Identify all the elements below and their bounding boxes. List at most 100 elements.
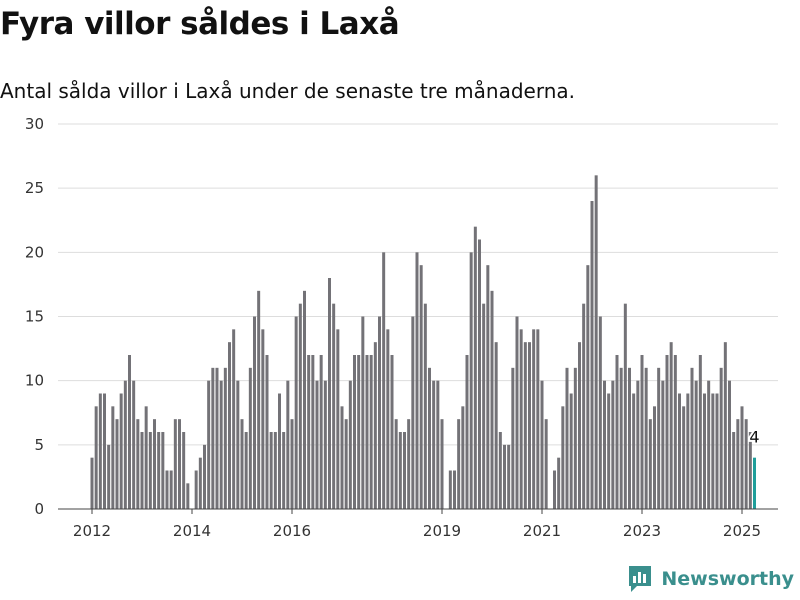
bars [90,175,756,510]
bar [723,342,727,509]
bar [198,457,202,509]
bar [486,265,490,509]
bar [715,393,719,509]
bar [311,355,315,509]
bar [382,252,386,510]
bar [611,380,615,509]
bar [128,355,131,509]
x-tick-label-2023: 2023 [623,522,661,540]
bar [269,432,273,509]
bar [94,406,98,509]
bar [294,316,298,509]
bar [673,355,677,509]
bar [519,329,523,509]
bar [261,329,265,509]
bar [161,432,165,509]
bar [169,470,173,509]
bar [586,265,590,509]
bar [373,342,377,509]
bar [107,444,111,509]
bar [186,483,190,509]
bar [494,342,498,509]
bar [536,329,540,509]
bar [478,239,481,509]
bar [461,406,465,509]
bar [515,316,519,509]
bar [307,355,311,509]
bar [657,367,661,509]
y-tick-label-5: 5 [34,436,44,454]
bar [432,380,436,509]
bar [144,406,148,509]
bar [407,419,411,509]
bar [415,252,419,510]
bar [211,367,215,509]
bar [244,432,248,509]
bar [598,316,602,509]
bar [390,355,394,509]
bar [369,355,373,509]
bar [115,419,119,509]
bar [703,393,706,509]
last-value-label: 4 [749,428,759,447]
bar [578,342,581,509]
y-tick-label-20: 20 [25,243,44,261]
bar [694,380,698,509]
bar [315,380,319,509]
newsworthy-logo-icon [629,566,652,592]
bar [248,367,252,509]
bar [640,355,644,509]
bar [173,419,177,509]
bar [386,329,390,509]
bar [153,419,156,509]
bar [553,470,556,509]
bar [465,355,469,509]
bar [644,367,648,509]
newsworthy-logo: Newsworthy [627,564,794,594]
bar [357,355,361,509]
bar [448,470,452,509]
bar [690,367,694,509]
bar [603,380,606,509]
bar [232,329,236,509]
bar [540,380,544,509]
bar [665,355,669,509]
bar [436,380,440,509]
x-tick-label-2021: 2021 [523,522,561,540]
bar [686,393,690,509]
bar [582,303,586,509]
bar [332,303,336,509]
bar [240,419,244,509]
bar [532,329,536,509]
y-tick-label-15: 15 [25,308,44,326]
x-tick-label-2019: 2019 [423,522,461,540]
bar [273,432,277,509]
bar [236,380,240,509]
bar [698,355,702,509]
bar [561,406,565,509]
bar [607,393,611,509]
bar [119,393,123,509]
bar [498,432,502,509]
bar [136,419,140,509]
bar [286,380,290,509]
x-tick-label-2016: 2016 [273,522,311,540]
bar [348,380,352,509]
bar [328,278,331,509]
bar [682,406,686,509]
bar [573,367,577,509]
bar [278,393,281,509]
bar [98,393,102,509]
chart-title: Fyra villor såldes i Laxå [0,6,400,42]
bar [473,226,477,509]
bar [303,290,306,509]
bar [157,432,161,509]
bar [182,432,186,509]
bar [178,419,181,509]
y-axis-ticks: 0 5 10 15 20 25 30 [25,115,44,518]
x-tick-label-2012: 2012 [73,522,111,540]
bar [123,380,127,509]
bar [90,457,94,509]
bar [544,419,548,509]
